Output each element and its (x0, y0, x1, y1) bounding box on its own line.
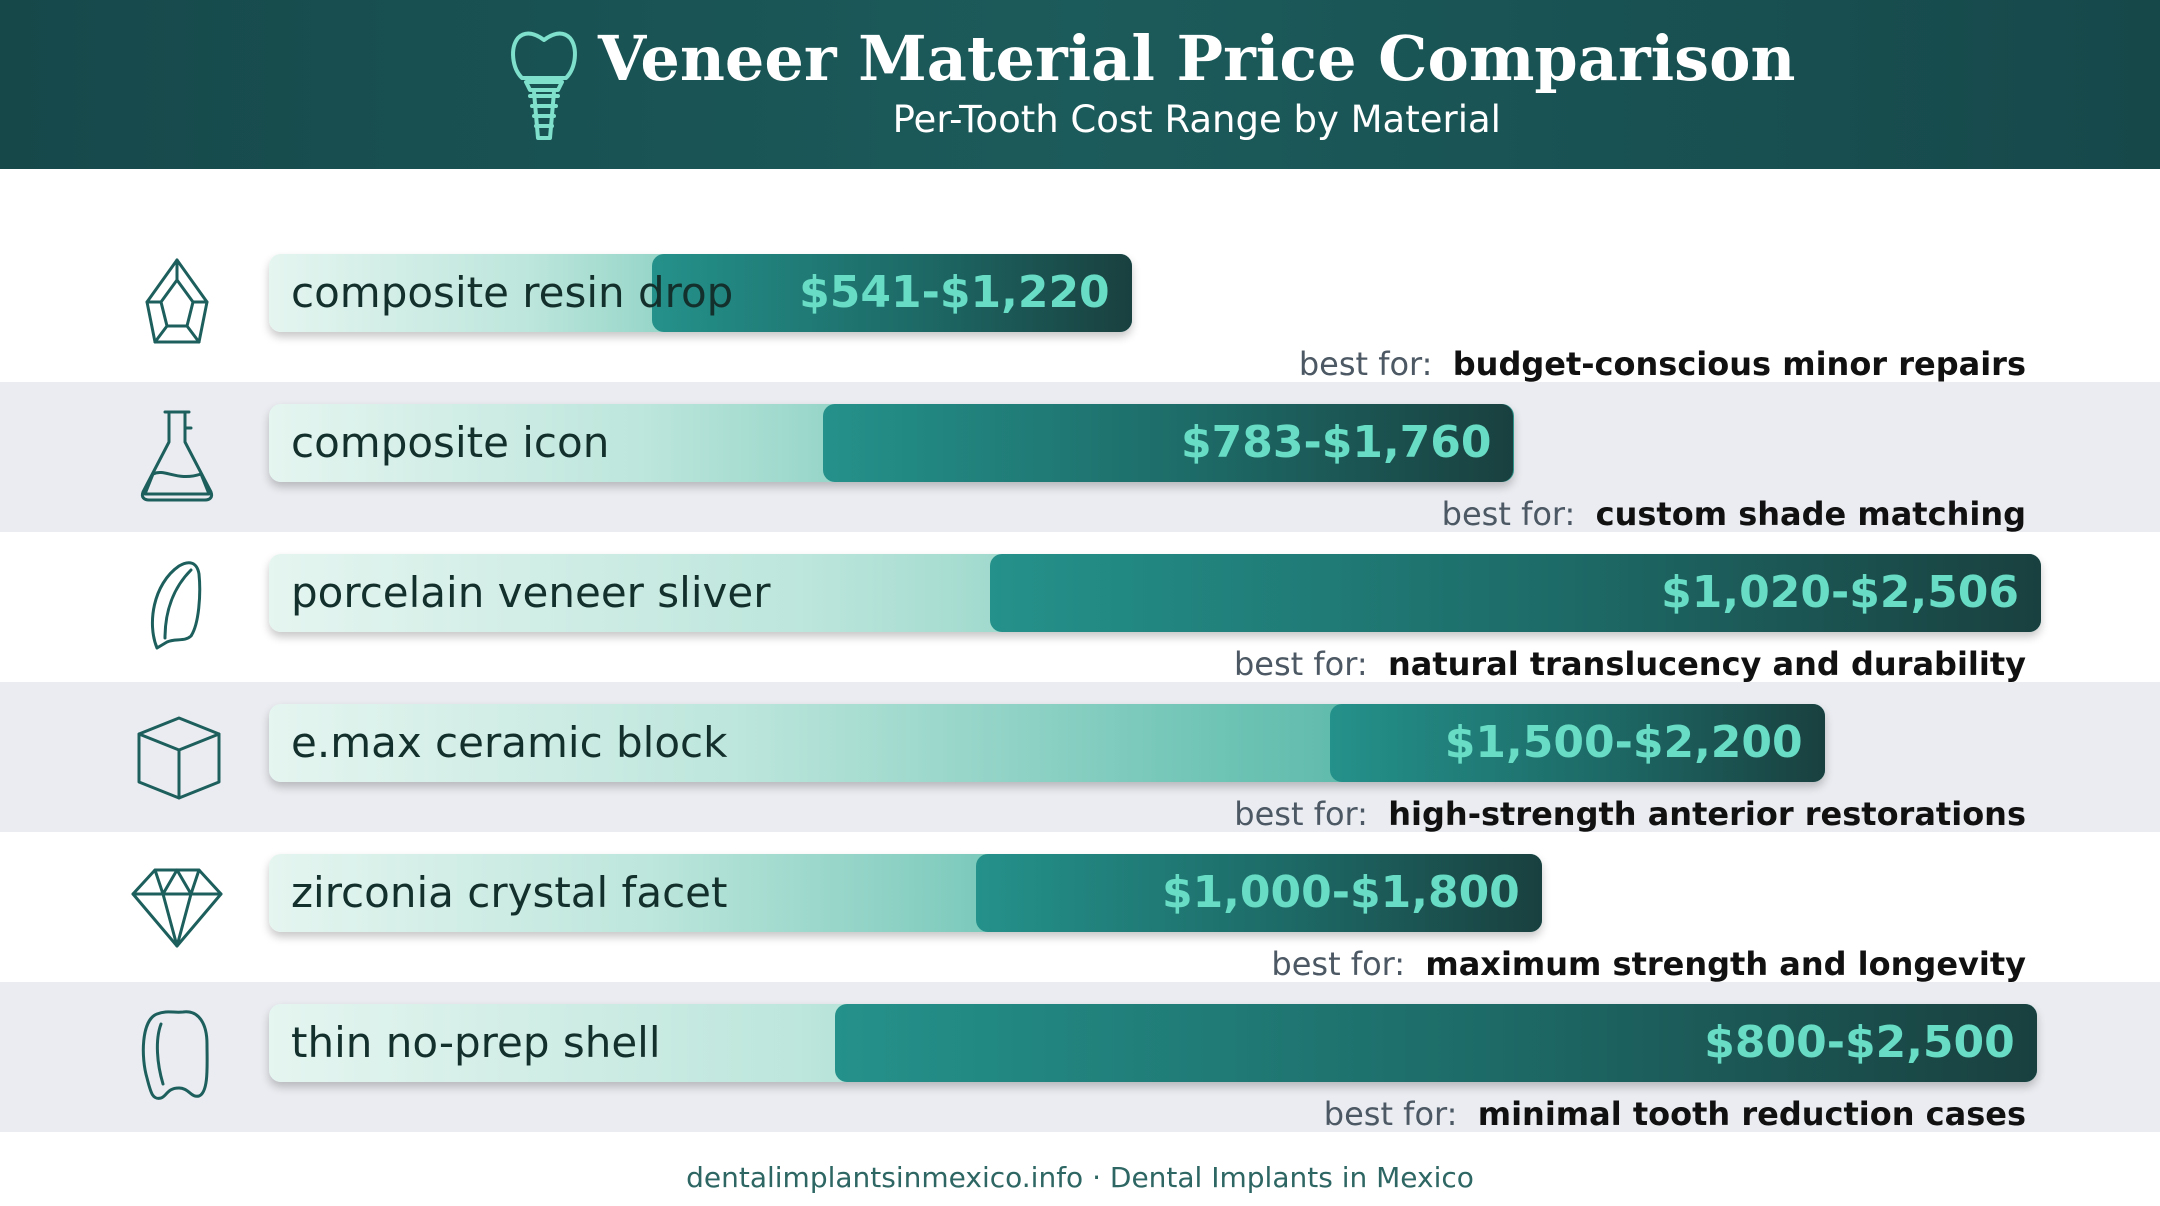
price-range-label: $783-$1,760 (1181, 417, 1492, 468)
best-for-prefix: best for: (1233, 645, 1378, 683)
diamond-icon (131, 868, 223, 948)
material-label: zirconia crystal facet (291, 868, 728, 917)
header-content: Veneer Material Price Comparison Per-Too… (508, 18, 1796, 148)
page-subtitle: Per-Tooth Cost Range by Material (892, 98, 1501, 141)
best-for-value: high-strength anterior restorations (1388, 795, 2026, 833)
best-for-prefix: best for: (1323, 1095, 1468, 1133)
best-for-value: minimal tooth reduction cases (1477, 1095, 2026, 1133)
page-title: Veneer Material Price Comparison (598, 22, 1796, 95)
material-label: e.max ceramic block (291, 718, 728, 767)
flask-icon (140, 410, 214, 502)
price-range-label: $800-$2,500 (1704, 1017, 2015, 1068)
best-for-prefix: best for: (1271, 945, 1416, 983)
price-range-label: $1,020-$2,506 (1661, 567, 2019, 618)
best-for-note: best for: maximum strength and longevity (1271, 946, 2026, 982)
best-for-note: best for: budget-conscious minor repairs (1299, 346, 2026, 382)
material-label: thin no-prep shell (291, 1018, 661, 1067)
dental-implant-icon (511, 31, 577, 140)
best-for-note: best for: custom shade matching (1442, 496, 2026, 532)
best-for-note: best for: natural translucency and durab… (1234, 646, 2026, 682)
best-for-value: custom shade matching (1595, 495, 2026, 533)
price-range-bar (1329, 704, 1825, 782)
material-row: thin no-prep shell $800-$2,500 best for: m… (0, 982, 2160, 1132)
footer-credit: dentalimplantsinmexico.info · Dental Imp… (686, 1161, 1474, 1194)
material-row: composite resin drop $541-$1,220 best for:… (0, 232, 2160, 382)
price-range-bar (651, 254, 1132, 332)
best-for-note: best for: minimal tooth reduction cases (1324, 1096, 2026, 1132)
material-row: composite icon $783-$1,760 best for: custo… (0, 382, 2160, 532)
price-range-label: $1,500-$2,200 (1444, 717, 1803, 768)
material-label: composite icon (291, 418, 610, 467)
material-row: e.max ceramic block $1,500-$2,200 best for… (0, 682, 2160, 832)
material-label: porcelain veneer sliver (291, 568, 771, 617)
price-range-label: $541-$1,220 (799, 267, 1110, 318)
header-banner: Veneer Material Price Comparison Per-Too… (0, 0, 2160, 169)
best-for-prefix: best for: (1298, 345, 1443, 383)
tooth-shell-icon (141, 1010, 209, 1100)
material-row: zirconia crystal facet $1,000-$1,800 best … (0, 832, 2160, 982)
best-for-prefix: best for: (1234, 795, 1379, 833)
material-row: porcelain veneer sliver $1,020-$2,506 best… (0, 532, 2160, 682)
material-label: composite resin drop (291, 268, 734, 317)
best-for-note: best for: high-strength anterior restora… (1234, 796, 2026, 832)
best-for-value: natural translucency and durability (1387, 645, 2026, 683)
best-for-value: budget-conscious minor repairs (1452, 345, 2026, 383)
best-for-prefix: best for: (1441, 495, 1586, 533)
price-range-label: $1,000-$1,800 (1161, 867, 1520, 918)
price-range-bar (822, 404, 1514, 482)
cube-icon (137, 716, 221, 800)
price-range-bar (990, 554, 2041, 632)
price-range-bar (834, 1004, 2037, 1082)
best-for-value: maximum strength and longevity (1425, 945, 2026, 983)
gem-drop-icon (145, 258, 209, 344)
veneer-sliver-icon (150, 561, 202, 650)
price-range-bar (976, 854, 1542, 932)
